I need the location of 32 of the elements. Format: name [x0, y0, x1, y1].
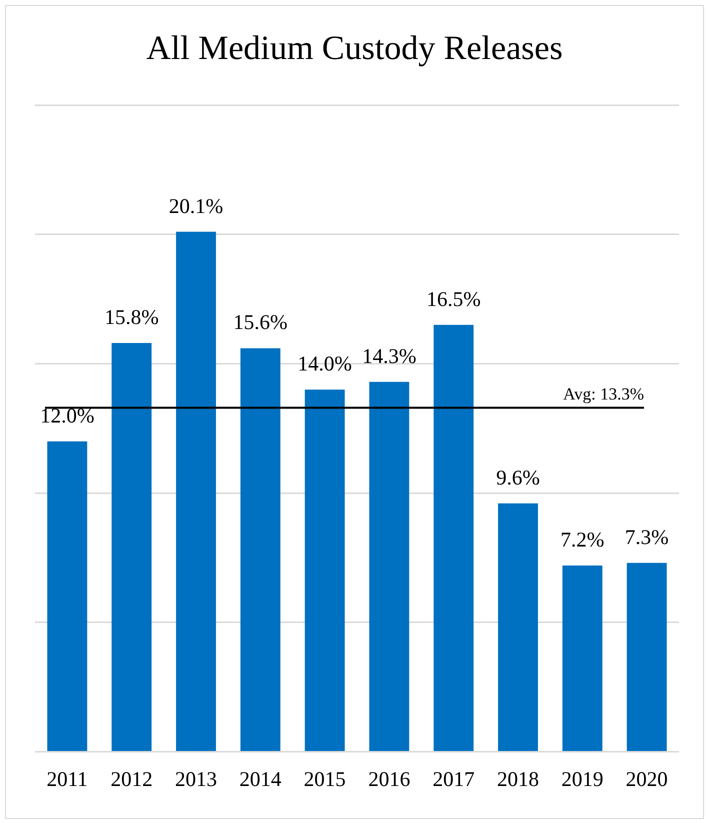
data-label: 20.1% — [168, 194, 224, 218]
x-tick-label: 2012 — [110, 766, 153, 791]
data-label: 16.5% — [426, 286, 481, 311]
bar — [240, 348, 280, 752]
bar — [562, 566, 602, 752]
data-label: 14.0% — [298, 352, 352, 376]
x-tick-label: 2015 — [304, 766, 346, 791]
bar — [434, 324, 474, 752]
x-tick-label: 2014 — [239, 766, 282, 791]
x-tick-label: 2020 — [626, 766, 668, 791]
bar — [304, 390, 345, 752]
bar — [626, 562, 667, 752]
data-label: 15.8% — [104, 305, 159, 330]
x-tick-label: 2018 — [497, 766, 539, 791]
x-tick-label: 2013 — [175, 766, 217, 791]
bar — [112, 343, 152, 752]
data-label: 7.3% — [624, 524, 669, 549]
bar — [47, 441, 88, 752]
x-tick-label: 2011 — [46, 766, 88, 791]
x-tick-label: 2016 — [368, 766, 410, 791]
bar — [498, 503, 538, 752]
data-label: 9.6% — [496, 465, 540, 490]
ref-line-label: Avg: 13.3% — [563, 384, 644, 404]
x-tick-label: 2017 — [432, 766, 475, 791]
chart-title: All Medium Custody Releases — [145, 30, 564, 68]
data-label: 14.3% — [362, 344, 416, 368]
bar — [176, 232, 216, 752]
data-label: 12.0% — [40, 403, 94, 428]
data-label: 7.2% — [560, 528, 604, 552]
data-label: 15.6% — [233, 310, 288, 334]
x-tick-label: 2019 — [561, 766, 604, 791]
bar — [369, 382, 410, 752]
